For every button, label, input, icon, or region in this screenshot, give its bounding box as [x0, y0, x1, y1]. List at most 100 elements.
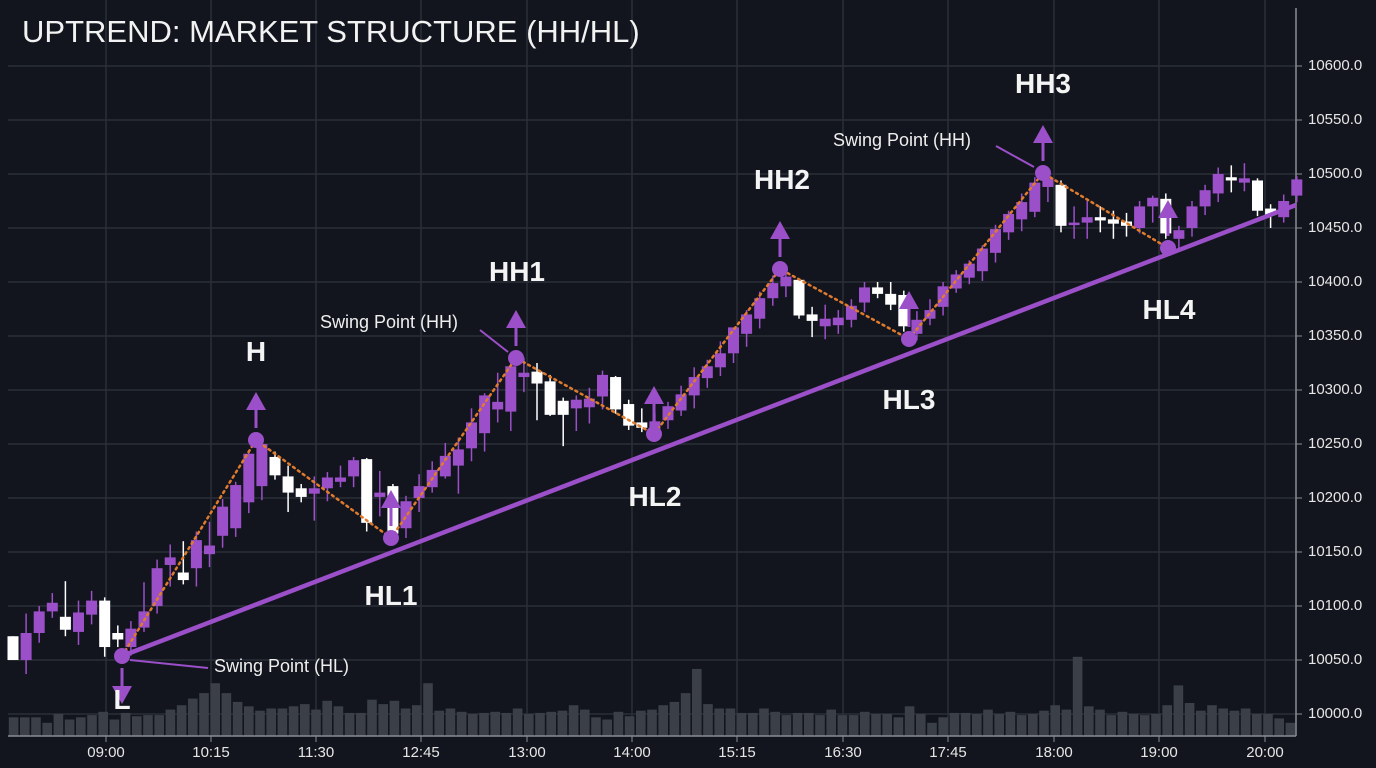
volume-bar — [983, 709, 993, 736]
y-tick-label: 10100.0 — [1308, 597, 1363, 614]
arrow-up-icon — [381, 490, 401, 508]
volume-bar — [1218, 708, 1228, 736]
volume-bar — [669, 701, 680, 736]
candle-bullish — [479, 395, 491, 434]
volume-bar — [1084, 706, 1094, 736]
candle-bullish — [1081, 217, 1093, 223]
volume-bar — [64, 719, 75, 736]
candle-bullish — [1016, 202, 1028, 220]
candle-bearish — [112, 633, 124, 640]
volume-bar — [1196, 710, 1206, 736]
candle-bullish — [348, 460, 360, 477]
x-tick-label: 16:30 — [824, 744, 862, 761]
candle-bullish — [492, 401, 504, 410]
volume-bar — [591, 717, 601, 736]
candle-bearish — [7, 636, 19, 660]
candle-bullish — [151, 568, 163, 606]
candle-bearish — [898, 294, 910, 327]
volume-bar — [1050, 705, 1060, 736]
volume-bar — [714, 708, 724, 736]
volume-bar — [423, 683, 433, 736]
volume-bar — [938, 717, 948, 736]
volume-bar — [1240, 708, 1251, 736]
arrow-up-icon — [1033, 125, 1053, 143]
candle-bearish — [623, 404, 635, 426]
candle-bullish — [466, 422, 477, 449]
volume-bar — [1184, 703, 1195, 736]
candle-bullish — [780, 276, 792, 287]
volume-bar — [1128, 714, 1139, 736]
candle-bullish — [701, 366, 713, 379]
candle-bullish — [570, 399, 582, 409]
candle-bearish — [1265, 208, 1277, 216]
callout-leader-line — [995, 145, 1035, 168]
volume-bar — [434, 710, 444, 736]
volume-bar — [736, 712, 747, 736]
candle-bullish — [439, 455, 451, 477]
volume-bar — [490, 711, 500, 736]
volume-bar — [804, 712, 814, 736]
y-tick-label: 10450.0 — [1308, 219, 1363, 236]
candle-bullish — [832, 317, 844, 326]
volume-bar — [20, 717, 30, 736]
volume-bar — [1039, 710, 1049, 736]
y-tick-label: 10050.0 — [1308, 651, 1363, 668]
zigzag-line — [120, 171, 1170, 658]
volume-bar — [960, 712, 971, 736]
volume-bar — [1028, 714, 1038, 736]
volume-bar — [311, 709, 321, 736]
volume-bar — [994, 714, 1004, 736]
y-tick-label: 10500.0 — [1308, 165, 1363, 182]
swing-label: L — [113, 684, 131, 715]
candle-bullish — [1238, 178, 1250, 183]
volume-bar — [322, 700, 332, 736]
y-tick-label: 10400.0 — [1308, 273, 1363, 290]
volume-bar — [344, 712, 355, 736]
swing-label: H — [245, 336, 267, 367]
x-tick-label: 14:00 — [613, 744, 651, 761]
candle-bullish — [976, 248, 988, 272]
candle-bullish — [125, 628, 137, 648]
y-tick-label: 10000.0 — [1308, 705, 1363, 722]
volume-bar — [31, 717, 41, 736]
volume-bar — [815, 715, 825, 736]
candle-bullish — [217, 506, 229, 536]
volume-bar — [904, 706, 915, 736]
candle-bullish — [505, 366, 517, 412]
candle-bullish — [20, 633, 32, 660]
volume-bar — [703, 704, 713, 736]
volume-bar — [770, 711, 780, 736]
volume-bar — [378, 704, 388, 736]
candle-bullish — [754, 298, 766, 319]
volume-bar — [232, 701, 243, 736]
arrow-up-icon — [246, 392, 266, 410]
swing-point-marker — [772, 261, 788, 277]
candle-bullish — [413, 486, 425, 498]
candle-bearish — [531, 371, 543, 384]
volume-bar — [535, 712, 545, 736]
volume-bar — [288, 706, 299, 736]
candle-bullish — [688, 377, 700, 396]
volume-bar — [76, 717, 86, 736]
candle-bullish — [46, 602, 58, 612]
candle-bullish — [321, 477, 333, 489]
volume-bar — [109, 719, 120, 736]
volume-bar — [1016, 715, 1027, 736]
volume-bar — [165, 709, 176, 736]
candle-bullish — [728, 327, 739, 354]
candle-bearish — [636, 422, 648, 428]
volume-bar — [445, 708, 456, 736]
arrow-up-icon — [899, 291, 919, 309]
volume-bar — [568, 705, 579, 736]
swing-label: HH2 — [753, 164, 811, 195]
callout-leader-line — [129, 659, 209, 669]
candle-bullish — [73, 612, 84, 632]
volume-bar — [580, 709, 590, 736]
candle-bullish — [374, 492, 386, 497]
candle-bullish — [597, 374, 608, 397]
chart-title: UPTREND: MARKET STRUCTURE (HH/HL) — [22, 14, 640, 49]
swing-point-marker — [1035, 165, 1051, 181]
x-tick-label: 09:00 — [87, 744, 125, 761]
swing-point-marker — [114, 648, 130, 664]
